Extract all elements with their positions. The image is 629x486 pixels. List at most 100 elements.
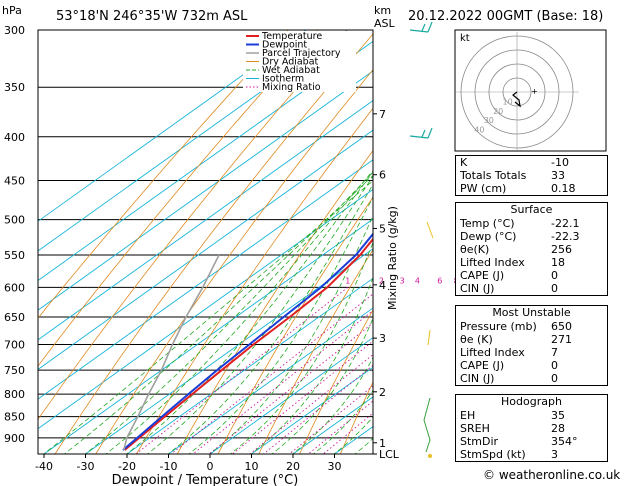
most-unstable-row: θe (K) 271 xyxy=(460,333,572,346)
x-tick-label: -40 xyxy=(35,460,53,473)
credit-text[interactable]: © weatheronline.co.uk xyxy=(483,468,621,482)
wet-adiabat-line xyxy=(84,171,373,454)
km-tick-label: 5 xyxy=(379,222,386,235)
isotherm-line xyxy=(209,337,373,454)
hodograph-ring-label: 10 xyxy=(503,97,513,106)
legend-box xyxy=(243,31,356,92)
surface-row: Temp (°C) -22.1 xyxy=(460,217,580,230)
wind-barb-400 xyxy=(427,127,433,139)
mixing-ratio-line xyxy=(249,353,373,454)
wet-adiabat-line xyxy=(43,180,373,454)
pressure-tick-label: 900 xyxy=(4,432,25,445)
dry-adiabat-line xyxy=(95,69,373,454)
surface-row: θe(K) 256 xyxy=(460,243,572,256)
mixing-ratio-label: 6 xyxy=(437,276,442,285)
isotherm-line xyxy=(168,307,373,454)
x-tick-label: 20 xyxy=(286,460,300,473)
isotherm-line xyxy=(38,129,373,370)
hodograph-unit: kt xyxy=(460,33,470,44)
wet-adiabat-line xyxy=(312,389,373,454)
mixing-ratio-line xyxy=(170,293,373,454)
hodograph-table-title: Hodograph xyxy=(501,395,562,408)
hodograph-ring-label: 20 xyxy=(493,107,503,116)
dewpoint-profile xyxy=(122,232,373,451)
mixing-ratio-line xyxy=(135,286,349,454)
dry-adiabat-line xyxy=(54,33,373,454)
most-unstable-row: Pressure (mb) 650 xyxy=(460,320,572,333)
index-row-totals: Totals Totals 33 xyxy=(460,169,565,182)
index-row-k: K -10 xyxy=(460,156,569,169)
location-title: 53°18'N 246°35'W 732m ASL xyxy=(56,9,248,24)
wind-barb-300 xyxy=(421,23,426,32)
legend-label: Parcel Trajectory xyxy=(262,48,341,59)
mixing-ratio-line xyxy=(263,364,373,454)
mixing-ratio-line xyxy=(208,322,373,454)
surface-row: Dewp (°C) -22.3 xyxy=(460,230,580,243)
hpa-label: hPa xyxy=(2,4,22,17)
mixing-ratio-axis-title: Mixing Ratio (g/kg) xyxy=(386,206,399,310)
isotherm-line xyxy=(38,188,373,430)
hodograph-table-row: StmSpd (kt) 3 xyxy=(460,448,558,461)
storm-motion-marker: + xyxy=(531,87,538,96)
pressure-tick-label: 700 xyxy=(4,339,25,352)
wind-barb-surface xyxy=(428,454,432,458)
most-unstable-row: Lifted Index 7 xyxy=(460,346,558,359)
wind-barb-300 xyxy=(409,29,429,33)
pressure-tick-label: 800 xyxy=(4,388,25,401)
hodograph-trace xyxy=(512,91,521,108)
wet-adiabat-line xyxy=(146,175,373,454)
pressure-tick-label: 500 xyxy=(4,214,25,227)
isotherm-line xyxy=(85,248,373,454)
pressure-tick-label: 300 xyxy=(4,24,25,37)
skewt-profiles xyxy=(122,232,373,451)
km-tick-label: 2 xyxy=(379,386,386,399)
mixing-ratio-label: 4 xyxy=(415,276,420,285)
index-row-pw: PW (cm) 0.18 xyxy=(460,182,576,195)
hodograph-table-row: SREH 28 xyxy=(460,422,565,435)
isotherm-line xyxy=(38,30,307,222)
wet-adiabat-line xyxy=(188,196,373,454)
dry-adiabat-line xyxy=(339,381,373,454)
surface-title: Surface xyxy=(510,203,553,216)
legend-label: Dewpoint xyxy=(262,40,307,51)
km-label: km xyxy=(374,4,391,17)
surface-row: CIN (J) 0 xyxy=(460,282,558,295)
pressure-tick-label: 350 xyxy=(4,81,25,94)
mixing-ratio-line xyxy=(192,309,373,454)
legend-label: Isotherm xyxy=(262,74,304,85)
dry-adiabat-line xyxy=(136,107,373,454)
pressure-tick-label: 750 xyxy=(4,364,25,377)
skewt-axes: 3003504004505005506006507007508008509001… xyxy=(4,24,531,473)
x-tick-label: -30 xyxy=(77,460,95,473)
surface-panel: Surface Temp (°C) -22.1 Dewp (°C) -22.3 θe… xyxy=(455,202,608,296)
x-tick-label: -20 xyxy=(118,460,136,473)
x-tick-label: 30 xyxy=(328,460,342,473)
x-axis-title: Dewpoint / Temperature (°C) xyxy=(112,473,299,486)
isotherm-line xyxy=(38,30,348,252)
isotherm-line xyxy=(126,277,373,454)
wet-adiabat-line xyxy=(250,276,373,454)
legend-label: Temperature xyxy=(261,31,322,42)
wet-adiabat-line xyxy=(126,171,373,454)
hodograph-table-row: StmDir 354° xyxy=(460,435,578,448)
km-tick-label: 4 xyxy=(379,279,386,292)
isotherm-line xyxy=(38,159,373,400)
wind-barb-400 xyxy=(409,135,429,139)
dry-adiabat-line xyxy=(217,196,373,454)
surface-row: CAPE (J) 0 xyxy=(460,269,558,282)
wind-barb-400 xyxy=(421,129,426,138)
parcel-trajectory-profile xyxy=(123,254,220,451)
most-unstable-row: CAPE (J) 0 xyxy=(460,359,558,372)
wind-barb-700 xyxy=(427,329,431,346)
dry-adiabat-line xyxy=(258,248,373,454)
temperature-profile xyxy=(124,237,373,451)
km-tick-label: 6 xyxy=(379,169,386,182)
hodograph-table-panel: Hodograph EH 35 SREH 28 StmDir 354° StmSpd … xyxy=(455,394,608,462)
isotherm-line xyxy=(43,218,373,454)
wind-barb-500 xyxy=(426,221,434,239)
mixing-ratio-line xyxy=(232,340,373,454)
